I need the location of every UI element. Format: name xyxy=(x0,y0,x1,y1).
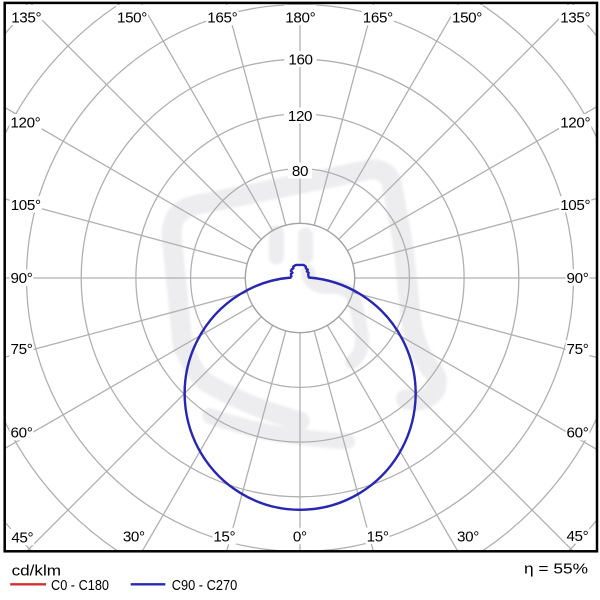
svg-text:0°: 0° xyxy=(293,529,307,546)
svg-text:C90 - C270: C90 - C270 xyxy=(172,577,238,594)
svg-text:150°: 150° xyxy=(452,10,482,27)
svg-text:135°: 135° xyxy=(560,9,590,26)
svg-text:150°: 150° xyxy=(117,10,147,27)
svg-text:C0 - C180: C0 - C180 xyxy=(51,577,109,594)
svg-text:120°: 120° xyxy=(10,115,40,132)
svg-text:30°: 30° xyxy=(457,528,479,545)
svg-text:15°: 15° xyxy=(367,528,389,545)
svg-text:75°: 75° xyxy=(567,341,589,358)
svg-text:105°: 105° xyxy=(11,197,41,214)
svg-text:45°: 45° xyxy=(11,530,33,547)
svg-text:165°: 165° xyxy=(207,10,237,27)
svg-text:135°: 135° xyxy=(11,9,41,26)
svg-text:η = 55%: η = 55% xyxy=(524,561,588,578)
svg-text:60°: 60° xyxy=(11,425,33,442)
svg-text:80: 80 xyxy=(292,163,308,180)
svg-text:45°: 45° xyxy=(566,528,588,545)
svg-text:120: 120 xyxy=(288,108,312,125)
svg-text:cd/klm: cd/klm xyxy=(12,562,61,579)
svg-text:165°: 165° xyxy=(363,10,393,27)
svg-text:30°: 30° xyxy=(123,529,145,546)
svg-text:90°: 90° xyxy=(567,270,589,287)
svg-text:75°: 75° xyxy=(11,341,33,358)
svg-text:105°: 105° xyxy=(560,197,590,214)
svg-text:60°: 60° xyxy=(567,425,589,442)
svg-text:90°: 90° xyxy=(11,270,33,287)
svg-text:120°: 120° xyxy=(560,115,590,132)
svg-text:15°: 15° xyxy=(213,529,235,546)
svg-text:160: 160 xyxy=(288,52,312,69)
svg-text:180°: 180° xyxy=(285,9,315,26)
